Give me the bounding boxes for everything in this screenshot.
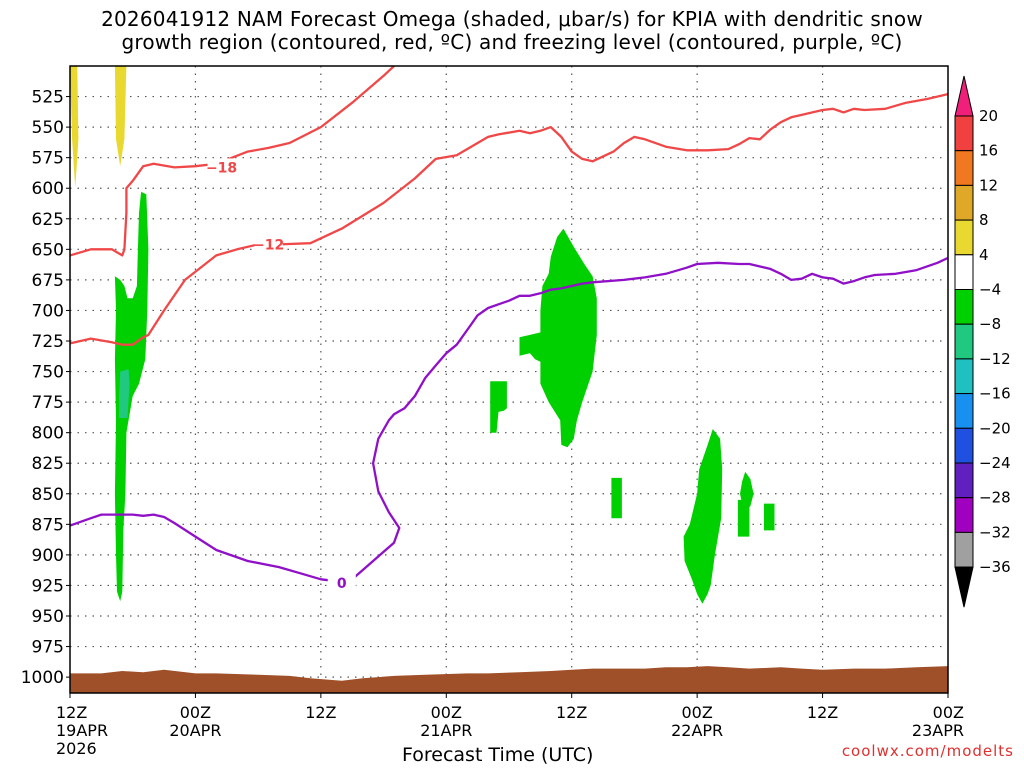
x-tick-label: 22APR: [671, 721, 723, 740]
colorbar-segment: [954, 254, 974, 291]
colorbar-label: −16: [979, 385, 1011, 403]
colorbar-segment: [954, 393, 974, 429]
x-tick-label: 00Z: [180, 703, 211, 722]
colorbar-label: 4: [979, 246, 989, 264]
omega-region: [611, 477, 622, 519]
x-tick-label: 00Z: [933, 703, 964, 722]
colorbar-label: 12: [979, 176, 998, 194]
y-tick-label: 675: [32, 271, 64, 291]
colorbar-segment: [954, 427, 974, 464]
colorbar-label: −36: [979, 558, 1011, 576]
y-tick-label: 975: [32, 638, 64, 658]
y-tick-label: 800: [32, 424, 64, 444]
y-tick-label: 725: [32, 332, 64, 352]
colorbar-segment: [954, 531, 974, 568]
x-tick-label: 00Z: [681, 703, 712, 722]
y-tick-label: 950: [32, 607, 64, 627]
y-tick-label: 875: [32, 515, 64, 535]
surface-fill: [70, 666, 948, 693]
x-tick-label: 19APR: [56, 721, 108, 740]
omega-shading: [70, 66, 775, 604]
colorbar-label: −32: [979, 523, 1011, 541]
y-tick-label: 650: [32, 240, 64, 260]
contour-label-bg: [207, 158, 236, 176]
y-tick-label: 925: [32, 576, 64, 596]
contour-labels: −18 −12 0: [206, 158, 356, 592]
y-tick-label: 750: [32, 363, 64, 383]
omega-region: [683, 429, 723, 604]
colorbar-segment: [954, 497, 974, 533]
colorbar-label: −8: [979, 315, 1001, 333]
omega-region: [70, 66, 79, 189]
x-tick-label: 2026: [56, 739, 97, 758]
chart-title: 2026041912 NAM Forecast Omega (shaded, μ…: [0, 8, 1024, 54]
colorbar-segment: [954, 289, 974, 325]
colorbar-label: −24: [979, 454, 1011, 472]
y-axis: 525 550 575 600 625 650 675 700 725 750 775 800 825 8…: [21, 88, 70, 688]
omega-region: [764, 503, 775, 531]
omega-region: [114, 191, 149, 602]
y-tick-label: 550: [32, 118, 64, 138]
contour-line: [70, 256, 948, 583]
x-axis-title: Forecast Time (UTC): [402, 744, 594, 766]
isotherm-contours: [70, 66, 948, 583]
contour-label: 0: [337, 576, 347, 592]
x-tick-label: 23APR: [912, 721, 964, 740]
y-tick-label: 850: [32, 485, 64, 505]
contour-label: −12: [253, 237, 284, 253]
colorbar-label: −4: [979, 281, 1001, 299]
colorbar-bottom-arrow: [954, 566, 974, 608]
contour-line: [70, 92, 948, 346]
credit-text: coolwx.com/modelts: [841, 742, 1014, 760]
x-tick-label: 00Z: [431, 703, 462, 722]
omega-region: [114, 66, 127, 167]
colorbar-label: −20: [979, 419, 1011, 437]
x-tick-label: 12Z: [807, 703, 838, 722]
colorbar-label: 16: [979, 142, 998, 160]
contour-line: [70, 66, 395, 257]
x-tick-label: 21APR: [420, 721, 472, 740]
y-tick-label: 775: [32, 393, 64, 413]
x-tick-label: 20APR: [169, 721, 221, 740]
x-tick-label: 12Z: [556, 703, 587, 722]
title-line-1: 2026041912 NAM Forecast Omega (shaded, μ…: [101, 7, 923, 31]
colorbar-segment: [954, 150, 974, 186]
y-tick-label: 525: [32, 88, 64, 108]
colorbar-segment: [954, 115, 974, 152]
y-tick-label: 1000: [21, 668, 64, 688]
y-tick-label: 600: [32, 179, 64, 199]
omega-region: [490, 381, 507, 433]
y-tick-label: 825: [32, 454, 64, 474]
colorbar-label: 8: [979, 211, 989, 229]
colorbar-label: 20: [979, 107, 998, 125]
omega-region: [737, 499, 750, 537]
y-tick-label: 900: [32, 546, 64, 566]
title-line-2: growth region (contoured, red, ºC) and f…: [121, 30, 903, 54]
omega-region: [119, 369, 130, 418]
colorbar-segment: [954, 358, 974, 395]
colorbar-segment: [954, 462, 974, 499]
contour-label: −18: [206, 160, 237, 176]
x-tick-label: 12Z: [305, 703, 336, 722]
colorbar-label: −28: [979, 489, 1011, 507]
grid: [70, 66, 948, 693]
contour-label-bg: [327, 574, 356, 591]
colorbar-segment: [954, 184, 974, 221]
y-tick-label: 575: [32, 149, 64, 169]
colorbar-segment: [954, 323, 974, 360]
plot-frame: [69, 65, 949, 694]
omega-region: [519, 228, 597, 448]
surface-terrain: [70, 666, 948, 693]
colorbar: 20 16 12 8 4 −4 −8 −12 −16 −20 −24 −28 −32 −36: [954, 75, 1011, 608]
contour-label-bg: [254, 235, 283, 253]
colorbar-segment: [954, 219, 974, 256]
y-tick-label: 700: [32, 301, 64, 321]
colorbar-label: −12: [979, 350, 1011, 368]
colorbar-top-arrow: [954, 75, 974, 117]
y-tick-label: 625: [32, 210, 64, 230]
x-tick-label: 12Z: [56, 703, 87, 722]
